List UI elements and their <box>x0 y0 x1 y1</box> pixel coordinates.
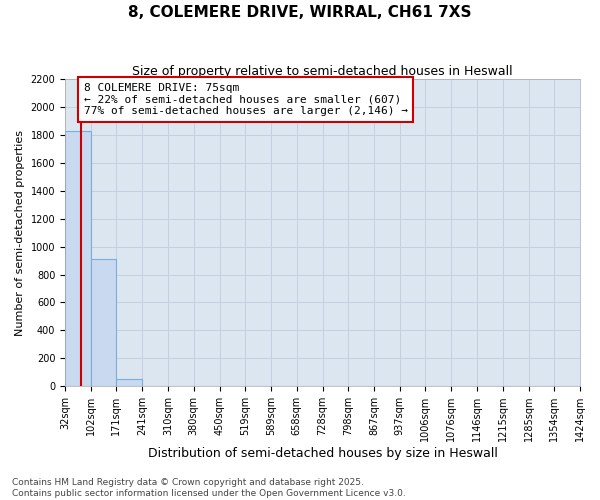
Text: 8, COLEMERE DRIVE, WIRRAL, CH61 7XS: 8, COLEMERE DRIVE, WIRRAL, CH61 7XS <box>128 5 472 20</box>
Text: 8 COLEMERE DRIVE: 75sqm
← 22% of semi-detached houses are smaller (607)
77% of s: 8 COLEMERE DRIVE: 75sqm ← 22% of semi-de… <box>83 83 407 116</box>
Bar <box>91 259 116 386</box>
Y-axis label: Number of semi-detached properties: Number of semi-detached properties <box>15 130 25 336</box>
X-axis label: Distribution of semi-detached houses by size in Heswall: Distribution of semi-detached houses by … <box>148 447 497 460</box>
Bar <box>116 378 142 386</box>
Bar <box>65 131 91 386</box>
Title: Size of property relative to semi-detached houses in Heswall: Size of property relative to semi-detach… <box>132 65 513 78</box>
Text: Contains HM Land Registry data © Crown copyright and database right 2025.
Contai: Contains HM Land Registry data © Crown c… <box>12 478 406 498</box>
